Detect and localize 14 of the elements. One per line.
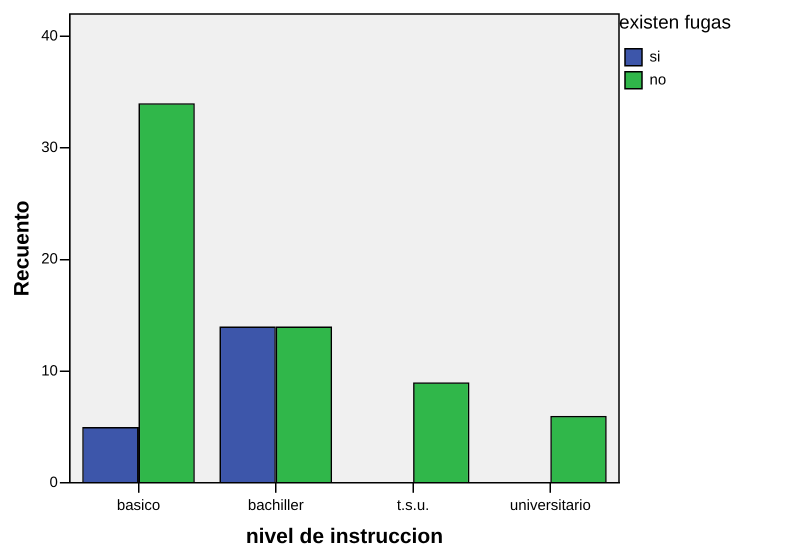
legend-title: existen fugas bbox=[619, 12, 731, 34]
x-tick-label: basico bbox=[116, 496, 160, 514]
y-tick-label: 30 bbox=[41, 139, 58, 156]
y-axis-title: Recuento bbox=[10, 200, 34, 296]
x-tick-label: universitario bbox=[510, 496, 591, 514]
y-tick-label: 20 bbox=[41, 250, 58, 268]
legend-label: si bbox=[650, 48, 660, 66]
legend-label: no bbox=[650, 71, 666, 88]
x-tick-label: bachiller bbox=[248, 496, 304, 514]
y-tick-label: 0 bbox=[50, 474, 58, 491]
x-tick-label: t.s.u. bbox=[396, 496, 430, 514]
x-axis-title: nivel de instruccion bbox=[246, 525, 444, 548]
y-tick-label: 40 bbox=[41, 27, 58, 44]
y-tick-label: 10 bbox=[41, 362, 58, 380]
